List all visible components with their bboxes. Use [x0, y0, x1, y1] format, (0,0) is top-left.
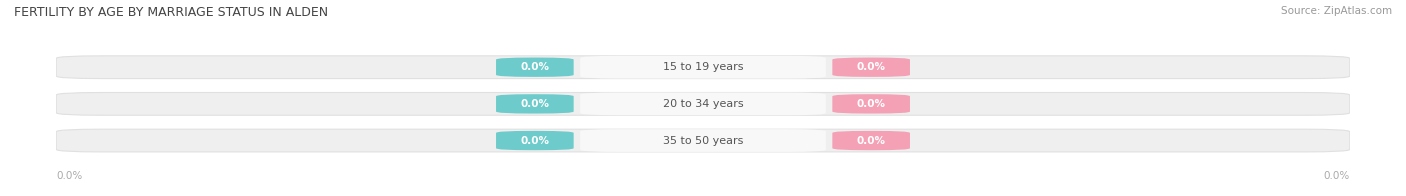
- FancyBboxPatch shape: [496, 131, 574, 150]
- FancyBboxPatch shape: [56, 93, 1350, 115]
- FancyBboxPatch shape: [581, 56, 825, 79]
- Text: 15 to 19 years: 15 to 19 years: [662, 62, 744, 72]
- FancyBboxPatch shape: [581, 129, 825, 152]
- Text: 0.0%: 0.0%: [520, 99, 550, 109]
- Text: Source: ZipAtlas.com: Source: ZipAtlas.com: [1281, 6, 1392, 16]
- FancyBboxPatch shape: [56, 56, 1350, 79]
- Text: 0.0%: 0.0%: [856, 99, 886, 109]
- FancyBboxPatch shape: [56, 129, 1350, 152]
- FancyBboxPatch shape: [832, 94, 910, 113]
- Text: 0.0%: 0.0%: [520, 62, 550, 72]
- Text: 35 to 50 years: 35 to 50 years: [662, 136, 744, 146]
- FancyBboxPatch shape: [581, 93, 825, 115]
- FancyBboxPatch shape: [832, 58, 910, 77]
- Text: 20 to 34 years: 20 to 34 years: [662, 99, 744, 109]
- Text: FERTILITY BY AGE BY MARRIAGE STATUS IN ALDEN: FERTILITY BY AGE BY MARRIAGE STATUS IN A…: [14, 6, 328, 19]
- FancyBboxPatch shape: [496, 94, 574, 113]
- Text: 0.0%: 0.0%: [856, 136, 886, 146]
- Text: 0.0%: 0.0%: [56, 171, 83, 181]
- FancyBboxPatch shape: [832, 131, 910, 150]
- Text: 0.0%: 0.0%: [856, 62, 886, 72]
- Text: 0.0%: 0.0%: [1323, 171, 1350, 181]
- Text: 0.0%: 0.0%: [520, 136, 550, 146]
- FancyBboxPatch shape: [496, 58, 574, 77]
